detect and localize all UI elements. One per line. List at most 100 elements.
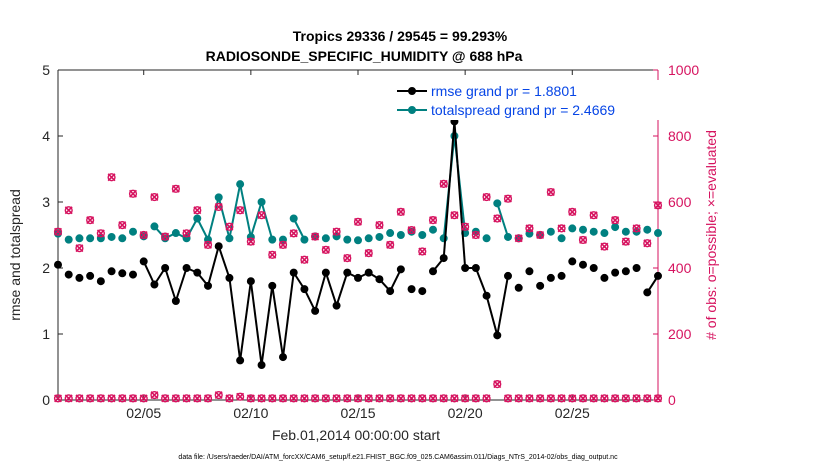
rmse-point: [364, 268, 373, 277]
obs-count-evaluated: [257, 211, 266, 220]
rmse-point: [557, 271, 566, 280]
y2-tick-label: 1000: [668, 62, 699, 78]
rmse-point: [654, 271, 662, 280]
rmse-point: [332, 301, 341, 310]
obs-count-evaluated: [300, 255, 309, 264]
obs-count-possible: [482, 192, 491, 202]
obs-count-evaluated: [418, 247, 427, 256]
rmse-point: [611, 268, 620, 277]
y-tick-label: 4: [42, 128, 50, 144]
spread-point: [643, 225, 652, 234]
obs-zero-evaluated: [407, 394, 416, 403]
rmse-point: [171, 297, 180, 305]
x-tick-label: 02/05: [126, 405, 161, 421]
obs-zero-possible: [332, 394, 341, 403]
obs-zero-evaluated: [396, 394, 405, 403]
obs-count-possible: [128, 189, 138, 198]
obs-zero-possible: [246, 394, 255, 403]
obs-zero-possible: [203, 394, 213, 403]
spread-point: [150, 222, 159, 231]
obs-count-possible: [386, 240, 395, 250]
plot-area: [58, 70, 658, 400]
spread-point: [611, 223, 620, 232]
obs-count-possible: [353, 217, 363, 226]
rmse-point: [375, 275, 384, 284]
rmse-segment: [249, 281, 263, 366]
rmse-point: [139, 257, 148, 266]
spread-point: [482, 234, 491, 243]
obs-zero-evaluated: [96, 394, 105, 403]
obs-count-possible: [514, 234, 523, 243]
spread-point: [589, 227, 598, 236]
obs-zero-evaluated: [439, 394, 448, 403]
rmse-segment: [271, 285, 284, 358]
obs-count-evaluated: [75, 244, 84, 253]
obs-count-possible: [600, 242, 609, 251]
spread-point: [107, 232, 116, 241]
obs-zero-possible: [407, 394, 416, 403]
obs-zero-possible: [536, 394, 545, 403]
obs-count-possible: [107, 173, 116, 182]
spread-point: [343, 235, 352, 244]
rmse-point: [396, 265, 405, 274]
obs-count-evaluated: [268, 250, 277, 259]
obs-count-evaluated: [396, 207, 405, 216]
obs-zero-evaluated: [643, 394, 652, 403]
obs-count-possible: [257, 211, 266, 220]
obs-count-possible: [321, 245, 330, 254]
spread-point: [354, 236, 362, 245]
obs-count-evaluated: [504, 194, 512, 203]
spread-point: [546, 227, 555, 236]
obs-count-evaluated: [204, 240, 212, 249]
rmse-point: [129, 270, 137, 279]
rmse-segment: [217, 245, 231, 279]
legend-spread-label: totalspread grand pr = 2.4669: [431, 102, 615, 118]
obs-zero-possible: [96, 394, 105, 403]
obs-count-possible: [75, 244, 84, 253]
obs-layer: [53, 173, 663, 403]
rmse-point: [64, 270, 73, 279]
obs-zero-possible: [482, 394, 491, 403]
obs-count-evaluated: [150, 193, 159, 202]
obs-count-evaluated: [161, 232, 170, 241]
rmse-point: [54, 260, 62, 269]
rmse-segment: [282, 272, 295, 358]
obs-count-possible: [418, 247, 427, 256]
obs-zero-possible: [386, 394, 395, 403]
obs-count-evaluated: [375, 221, 384, 230]
y-axis-label: rmse and totalspread: [7, 189, 23, 321]
obs-count-possible: [86, 216, 95, 225]
spread-point: [600, 229, 609, 238]
obs-zero-possible: [107, 394, 116, 403]
spread-point: [289, 214, 298, 223]
obs-count-evaluated: [354, 217, 362, 226]
chart-title: Tropics 29336 / 29545 = 99.293%: [293, 28, 508, 44]
obs-count-evaluated: [536, 231, 545, 239]
spread-point: [375, 232, 384, 241]
spread-point: [386, 229, 395, 238]
obs-zero-possible: [321, 394, 330, 403]
obs-zero-evaluated: [461, 394, 470, 403]
obs-zero-evaluated: [171, 394, 180, 403]
obs-zero-evaluated: [568, 394, 577, 403]
obs-zero-evaluated: [546, 394, 555, 403]
obs-zero-evaluated: [107, 394, 116, 403]
obs-count-evaluated: [107, 173, 116, 182]
obs-zero-evaluated: [161, 394, 170, 403]
legend-rmse-marker: [408, 87, 416, 95]
spread-point: [557, 234, 566, 243]
rmse-point: [471, 264, 480, 272]
rmse-point: [536, 281, 545, 290]
spread-point: [129, 227, 137, 236]
obs-count-evaluated: [579, 235, 587, 244]
obs-zero-evaluated: [589, 394, 598, 403]
obs-zero-evaluated: [429, 394, 437, 403]
spread-point: [568, 224, 577, 233]
obs-count-evaluated: [96, 229, 105, 238]
obs-count-evaluated: [225, 222, 234, 231]
obs-zero-evaluated: [129, 394, 137, 403]
obs-zero-possible: [418, 394, 427, 403]
obs-zero-possible: [611, 394, 620, 403]
obs-zero-evaluated: [621, 394, 630, 403]
obs-count-possible: [471, 230, 480, 240]
